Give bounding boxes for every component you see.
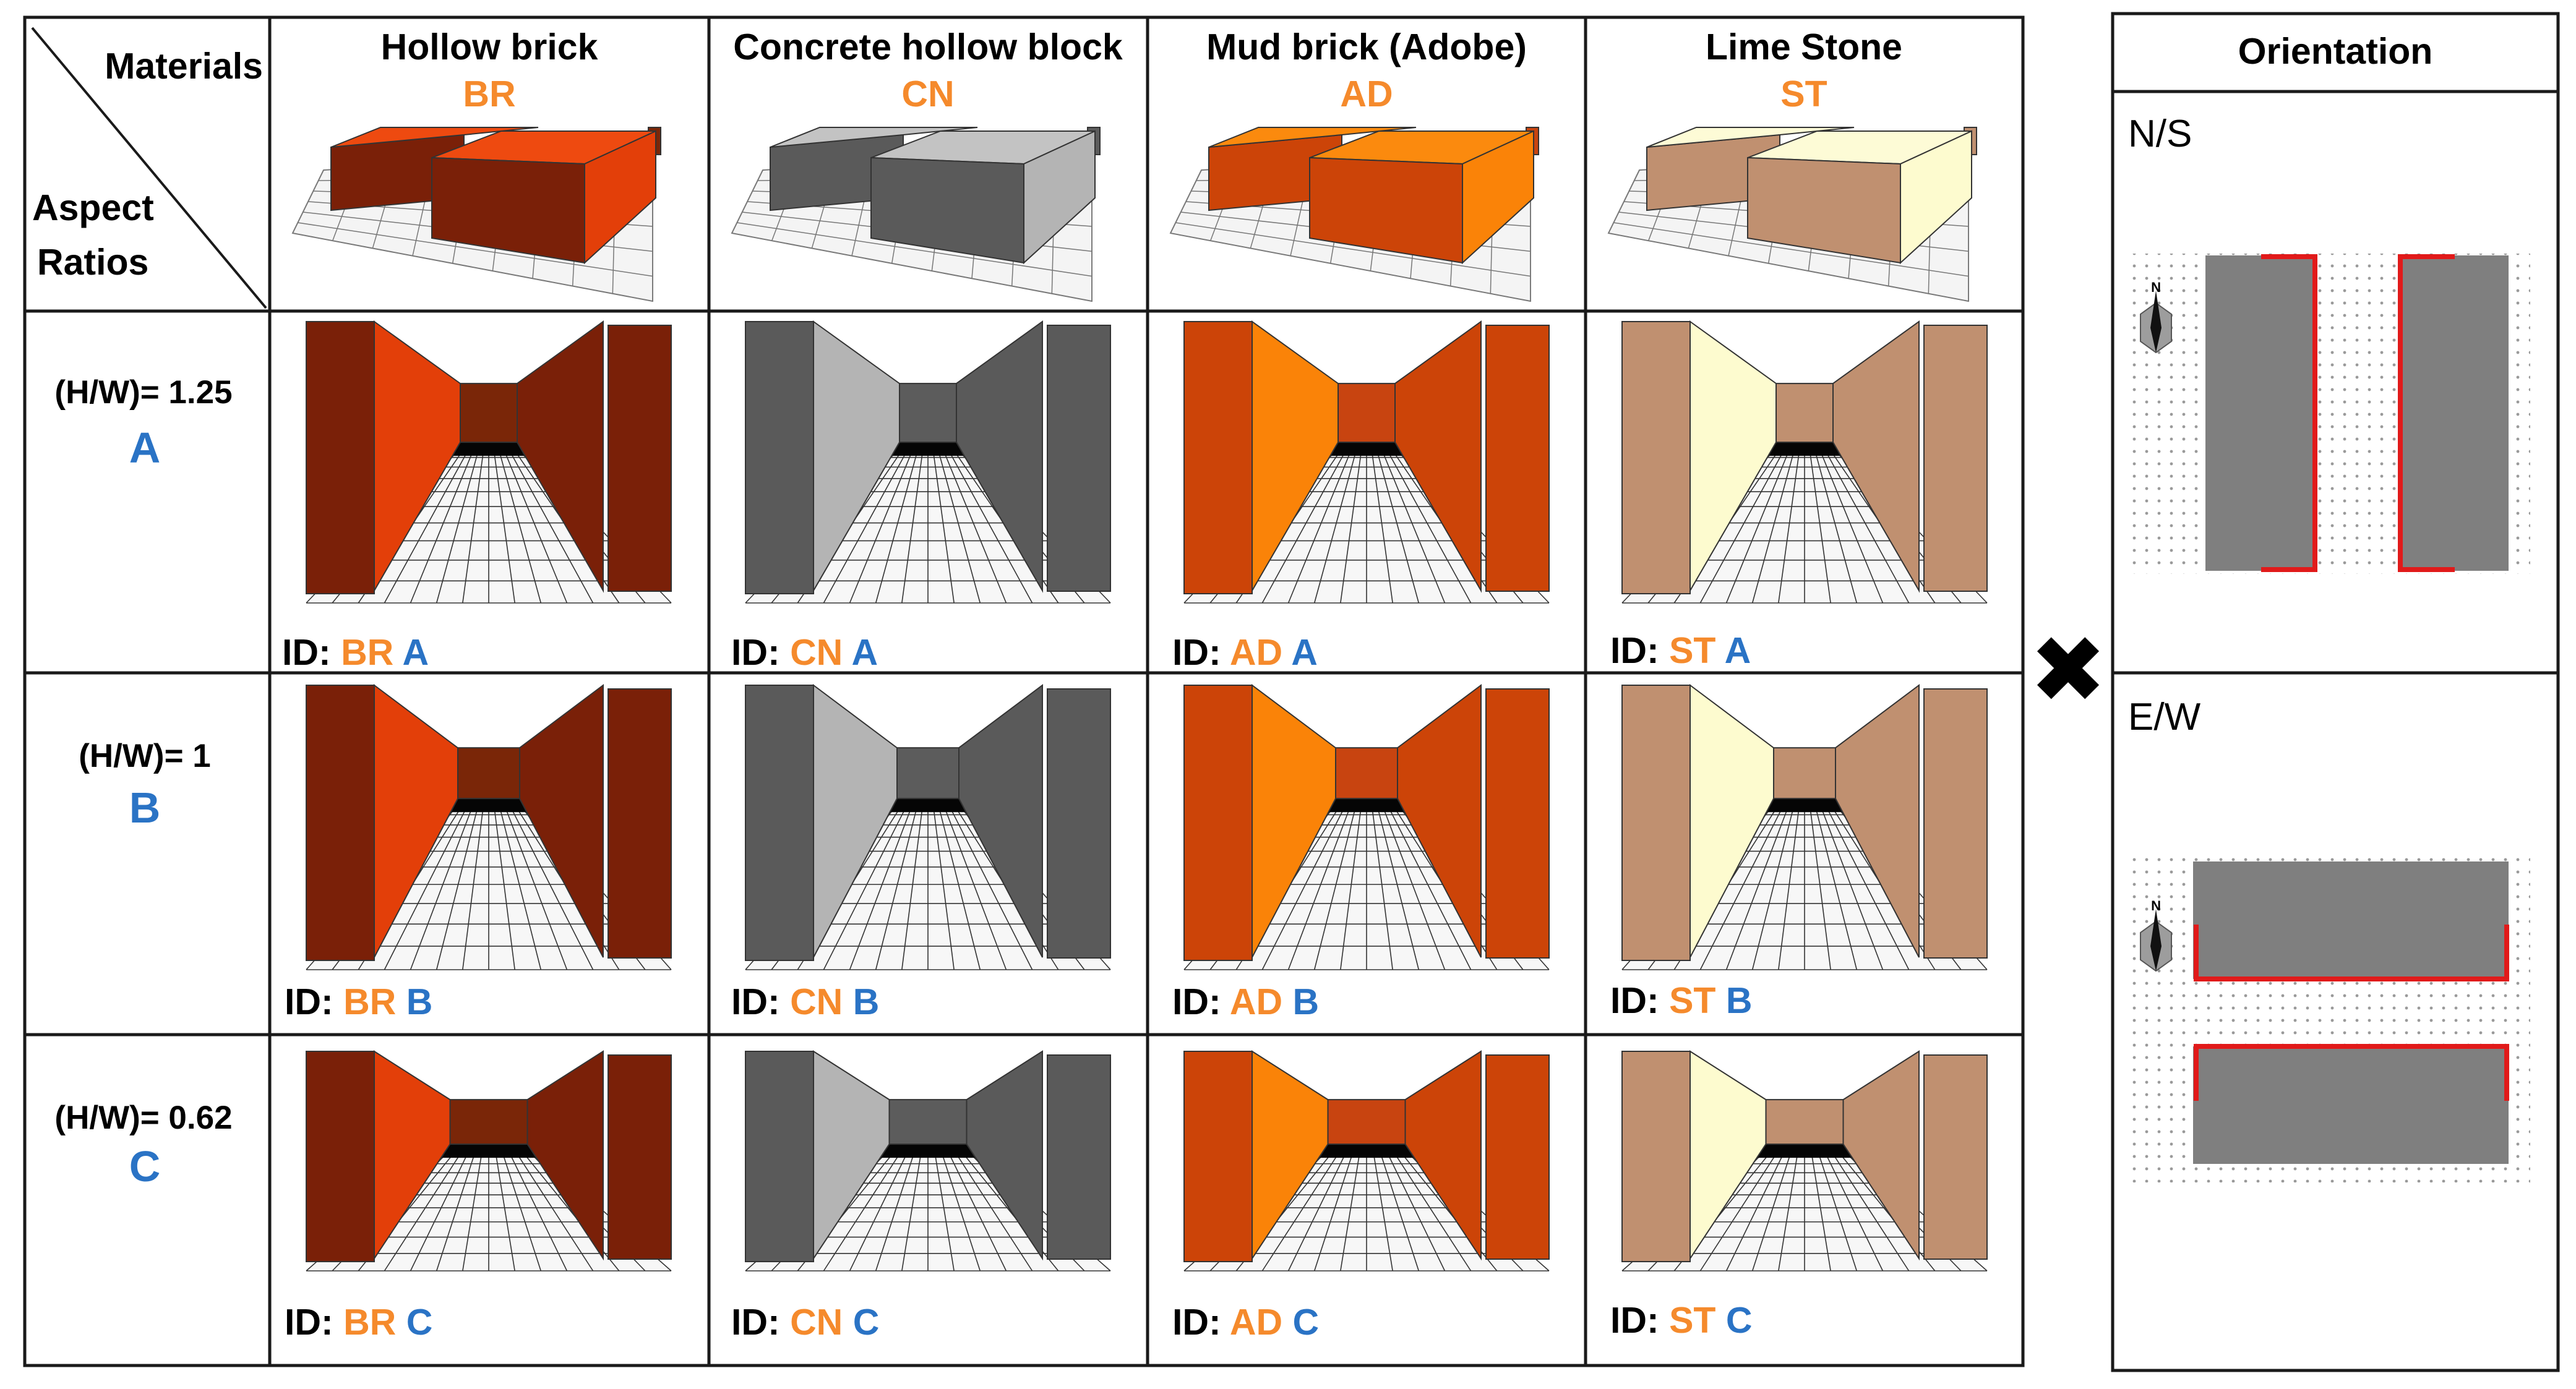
aspect-row-header-0: (H/W)= 1.25 A bbox=[54, 374, 232, 472]
material-name: Concrete hollow block bbox=[733, 27, 1123, 67]
canyon-view-st-c bbox=[1621, 1050, 1988, 1271]
cell-id-st-b: ID: ST B bbox=[1610, 980, 1752, 1021]
aspect-ratio-label: (H/W)= 1 bbox=[79, 738, 210, 774]
aspect-ratio-letter: A bbox=[129, 424, 161, 472]
canyon-view-st-b bbox=[1621, 684, 1988, 970]
aspect-label-line1: Aspect bbox=[32, 187, 154, 228]
canyon-view-ad-a bbox=[1183, 320, 1550, 604]
canyon-view-cn-b bbox=[745, 684, 1111, 970]
material-code: AD bbox=[1340, 74, 1393, 114]
material-name: Mud brick (Adobe) bbox=[1206, 27, 1527, 67]
materials-label: Materials bbox=[105, 46, 263, 87]
canyon-view-br-c bbox=[306, 1050, 672, 1271]
canyon-view-st-a bbox=[1621, 320, 1988, 604]
main-table bbox=[23, 15, 2025, 1367]
aspect-ratio-label: (H/W)= 0.62 bbox=[54, 1100, 232, 1136]
orientation-header: Orientation bbox=[2238, 31, 2433, 72]
material-header-0: Hollow brick BR bbox=[381, 27, 598, 114]
ew-facade-highlight-bottom bbox=[2194, 1044, 2509, 1101]
cell-id-cn-c: ID: CN C bbox=[731, 1302, 879, 1343]
cell-id-br-c: ID: BR C bbox=[285, 1302, 432, 1343]
material-code: BR bbox=[463, 74, 515, 114]
cell-id-st-c: ID: ST C bbox=[1610, 1300, 1752, 1341]
north-label: N bbox=[2151, 280, 2161, 295]
block-render-cn bbox=[731, 127, 1101, 302]
material-code: CN bbox=[901, 74, 954, 114]
cell-id-br-b: ID: BR B bbox=[285, 981, 432, 1022]
canyon-view-cn-a bbox=[745, 320, 1111, 604]
cell-id-br-a: ID: BR A bbox=[282, 632, 429, 673]
aspect-row-header-2: (H/W)= 0.62 C bbox=[54, 1100, 232, 1190]
multiply-icon: ✖ bbox=[2029, 617, 2107, 724]
block-render-st bbox=[1607, 127, 1977, 302]
material-header-1: Concrete hollow block CN bbox=[733, 27, 1123, 114]
aspect-label-line2: Ratios bbox=[37, 242, 148, 283]
block-render-ad bbox=[1169, 127, 1539, 302]
material-name: Lime Stone bbox=[1706, 27, 1902, 67]
ew-plan: N bbox=[2128, 855, 2530, 1182]
cell-id-st-a: ID: ST A bbox=[1610, 630, 1751, 671]
orientation-ew-label: E/W bbox=[2128, 696, 2201, 738]
cell-id-ad-b: ID: AD B bbox=[1172, 981, 1319, 1022]
tiles-layer bbox=[291, 127, 1988, 1271]
orientation-table bbox=[2111, 12, 2560, 1372]
ns-facade-highlight-left bbox=[2261, 254, 2317, 572]
corner-diagonal bbox=[31, 27, 267, 309]
material-code: ST bbox=[1780, 74, 1827, 114]
north-label: N bbox=[2151, 898, 2161, 913]
material-header-3: Lime Stone ST bbox=[1706, 27, 1902, 114]
canyon-view-br-b bbox=[306, 684, 672, 970]
cell-id-ad-c: ID: AD C bbox=[1172, 1302, 1319, 1343]
cell-id-cn-b: ID: CN B bbox=[731, 981, 879, 1022]
aspect-ratio-label: (H/W)= 1.25 bbox=[54, 374, 232, 411]
cell-id-ad-a: ID: AD A bbox=[1172, 632, 1318, 673]
orientation-ns-label: N/S bbox=[2128, 113, 2192, 155]
canyon-view-ad-b bbox=[1183, 684, 1550, 970]
aspect-ratio-letter: B bbox=[129, 784, 161, 832]
id-labels-layer: ID: BR A ID: CN A ID: AD A ID: ST A ID: … bbox=[282, 630, 1752, 1343]
canyon-view-cn-c bbox=[745, 1050, 1111, 1271]
ns-plan: N bbox=[2128, 254, 2530, 574]
aspect-row-header-1: (H/W)= 1 B bbox=[79, 738, 210, 832]
block-render-br bbox=[291, 127, 661, 302]
material-header-2: Mud brick (Adobe) AD bbox=[1206, 27, 1527, 114]
ew-facade-highlight-top bbox=[2194, 925, 2509, 981]
north-arrow-icon: N bbox=[2140, 898, 2172, 972]
ns-facade-highlight-right bbox=[2398, 254, 2455, 572]
material-name: Hollow brick bbox=[381, 27, 598, 67]
cell-id-cn-a: ID: CN A bbox=[731, 632, 878, 673]
north-arrow-icon: N bbox=[2140, 280, 2172, 354]
aspect-ratio-letter: C bbox=[129, 1142, 161, 1190]
canyon-view-ad-c bbox=[1183, 1050, 1550, 1271]
canyon-view-br-a bbox=[306, 320, 672, 604]
